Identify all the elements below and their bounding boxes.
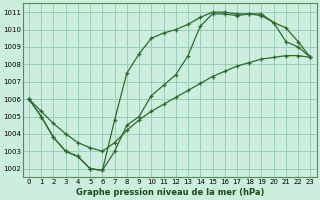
X-axis label: Graphe pression niveau de la mer (hPa): Graphe pression niveau de la mer (hPa) xyxy=(76,188,264,197)
